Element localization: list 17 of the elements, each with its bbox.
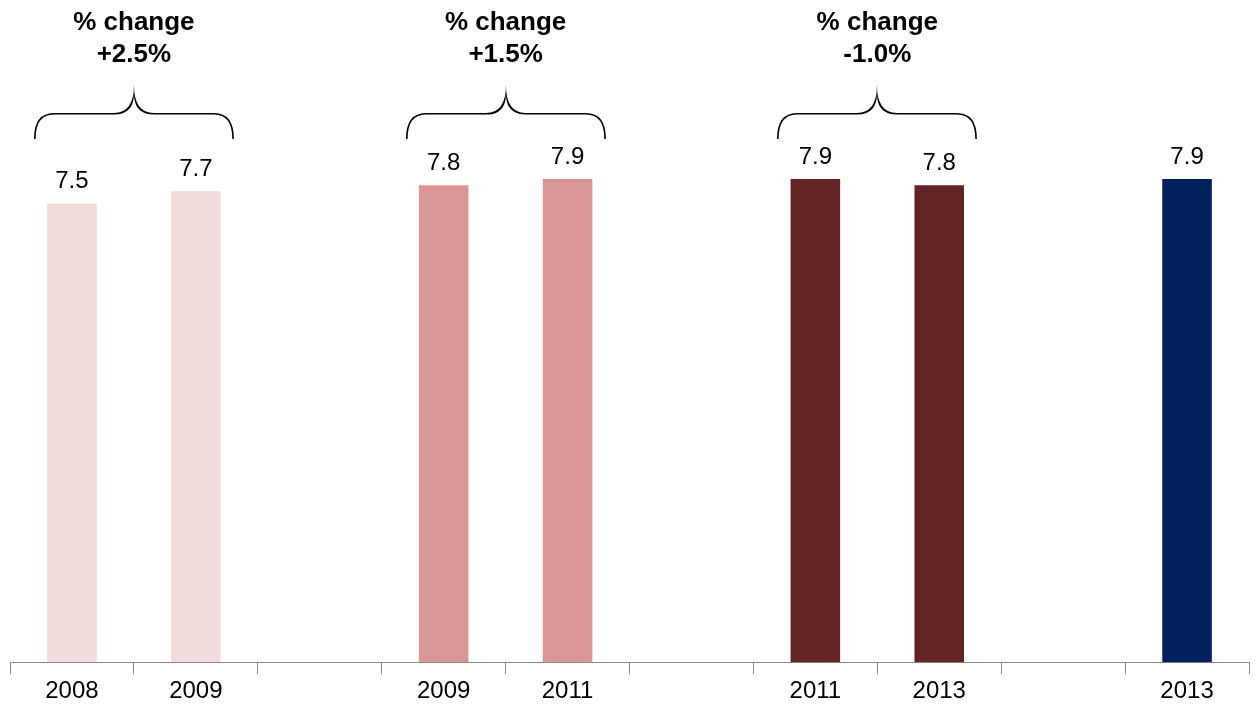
text: % change +2.5%	[73, 6, 195, 69]
data-label: 7.8	[922, 147, 956, 175]
x-tick-label: 2013	[1160, 676, 1214, 704]
text: % change +1.5%	[444, 6, 567, 69]
data-label: 7.9	[1170, 141, 1204, 169]
text: % change -1.0%	[816, 6, 938, 69]
data-label: 7.5	[55, 166, 89, 194]
data-label: 7.9	[550, 141, 585, 169]
x-tick-label: 2013	[912, 676, 966, 704]
data-label: 7.7	[179, 153, 213, 181]
data-label: 7.9	[798, 141, 833, 169]
x-tick-label: 2011	[789, 676, 842, 704]
x-tick-label: 2008	[45, 676, 99, 704]
x-tick-label: 2009	[416, 676, 471, 704]
x-tick-label: 2009	[169, 676, 223, 704]
x-tick-label: 2011	[541, 676, 594, 704]
data-label: 7.8	[426, 147, 461, 175]
